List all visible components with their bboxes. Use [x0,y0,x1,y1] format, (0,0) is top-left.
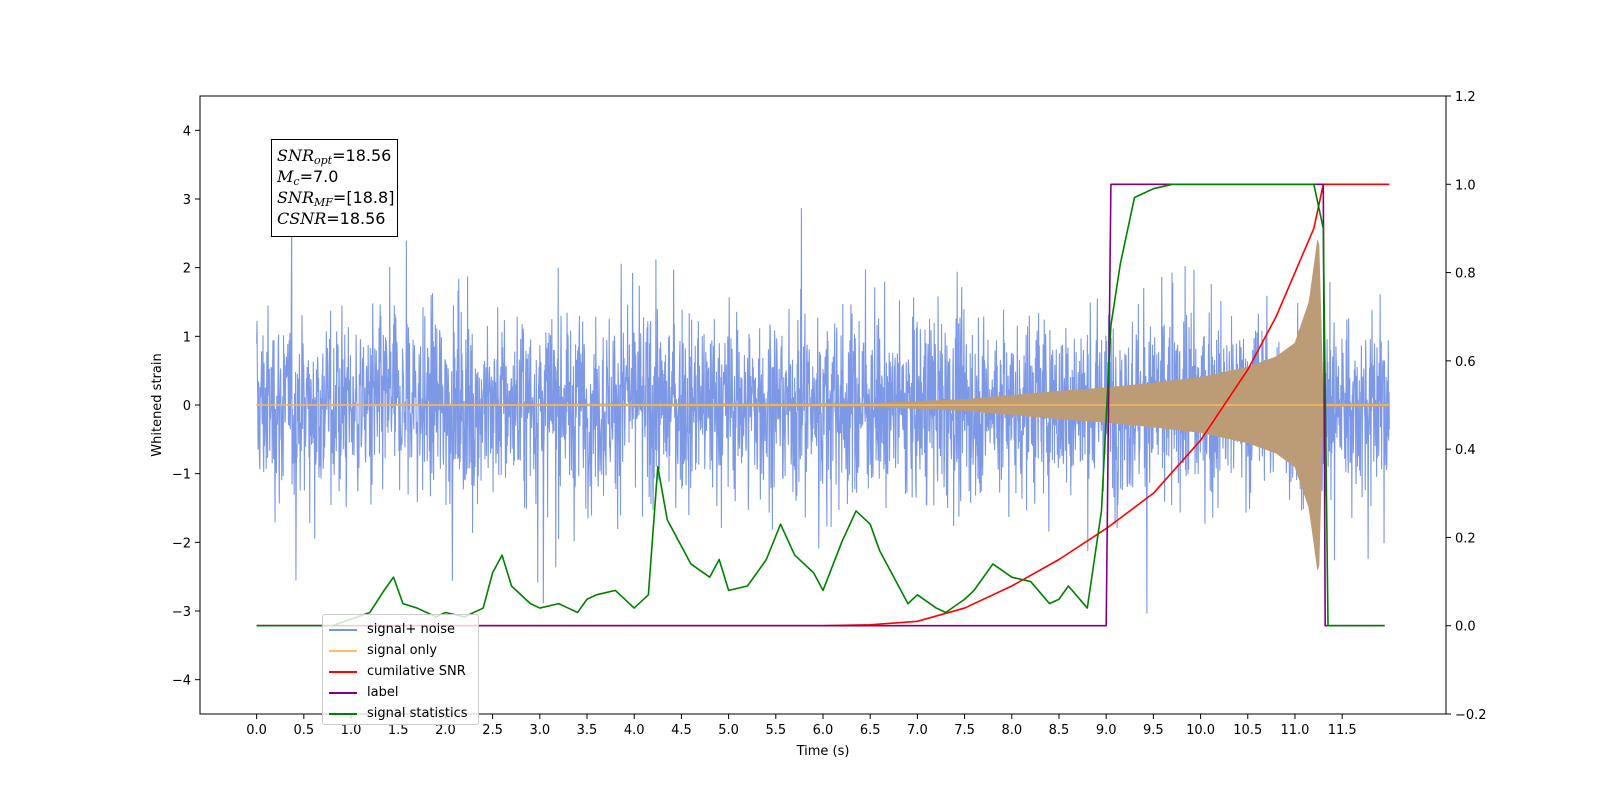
x-tick-label: 10.0 [1186,723,1215,738]
x-tick-label: 2.0 [435,723,456,738]
legend-swatch [329,670,357,673]
x-tick-label: 9.5 [1143,723,1164,738]
y-tick-label: 2 [183,262,191,277]
y-tick-label: 3 [183,193,191,208]
x-tick-label: 3.0 [529,723,550,738]
y2-tick-label: 0.8 [1455,267,1476,282]
y-tick-label: −4 [172,674,191,689]
y-tick-label: −3 [172,605,191,620]
legend-swatch [329,628,357,631]
x-tick-label: 1.0 [341,723,362,738]
x-tick-label: 5.5 [765,723,786,738]
y-tick-label: 1 [183,330,191,345]
y-axis-right: 1.2 1.0 0.8 0.6 0.4 0.2 0.0 −0.2 [1446,90,1487,723]
y2-tick-label: 0.6 [1455,355,1476,370]
right-axis-series [256,183,1390,627]
x-tick-label: 8.0 [1001,723,1022,738]
legend: signal+ noise signal only cumilative SNR… [322,614,479,725]
legend-entry-cumulative-snr: cumilative SNR [329,661,478,682]
x-tick-label: 6.0 [813,723,834,738]
y2-tick-label: −0.2 [1455,708,1487,723]
x-tick-label: 1.5 [388,723,409,738]
annotation-snr-opt: SNRopt=18.56 [277,146,392,167]
annotation-box: SNRopt=18.56 Mc=7.0 SNRMF=[18.8] CSNR=18… [271,139,398,237]
x-tick-label: 3.5 [577,723,598,738]
y-axis-label: Whitened strain [150,353,165,456]
x-axis-label: Time (s) [796,744,850,759]
annotation-csnr: CSNR=18.56 [277,209,386,228]
series-line-2 [256,183,1390,627]
y2-tick-label: 0.0 [1455,620,1476,635]
y2-tick-label: 1.2 [1455,90,1476,105]
x-tick-label: 6.5 [860,723,881,738]
legend-entry-signal-only: signal only [329,640,478,661]
x-tick-label: 0.0 [246,723,267,738]
y-tick-label: −2 [172,536,191,551]
y-tick-label: −1 [172,468,191,483]
legend-swatch [329,712,357,715]
x-tick-label: 10.5 [1233,723,1262,738]
legend-swatch [329,691,357,694]
legend-entry-label: label [329,682,478,703]
x-tick-label: 11.5 [1328,723,1357,738]
y-tick-label: 4 [183,124,191,139]
x-tick-label: 8.5 [1049,723,1070,738]
x-tick-label: 4.0 [624,723,645,738]
legend-entry-signal-noise: signal+ noise [329,619,478,640]
series-signal-only [256,240,1390,570]
y-axis-left: 4 3 2 1 0 −1 −2 −3 −4 [172,124,200,689]
x-tick-label: 4.5 [671,723,692,738]
annotation-mc: Mc=7.0 [277,167,339,188]
legend-swatch [329,649,357,652]
x-tick-label: 5.0 [718,723,739,738]
y2-tick-label: 0.2 [1455,531,1476,546]
y2-tick-label: 1.0 [1455,178,1476,193]
y2-tick-label: 0.4 [1455,443,1476,458]
x-tick-label: 11.0 [1280,723,1309,738]
x-tick-label: 0.5 [293,723,314,738]
legend-entry-signal-statistics: signal statistics [329,703,478,724]
annotation-snr-mf: SNRMF=[18.8] [277,188,395,209]
x-tick-label: 7.5 [954,723,975,738]
x-tick-label: 7.0 [907,723,928,738]
x-tick-label: 9.0 [1096,723,1117,738]
y-tick-label: 0 [183,399,191,414]
x-axis: 0.0 0.5 1.0 1.5 2.0 2.5 3.0 3.5 4.0 4.5 5.0 5.5 6.0 6… [246,714,1357,738]
series-line-5 [256,183,1385,627]
x-tick-label: 2.5 [482,723,503,738]
